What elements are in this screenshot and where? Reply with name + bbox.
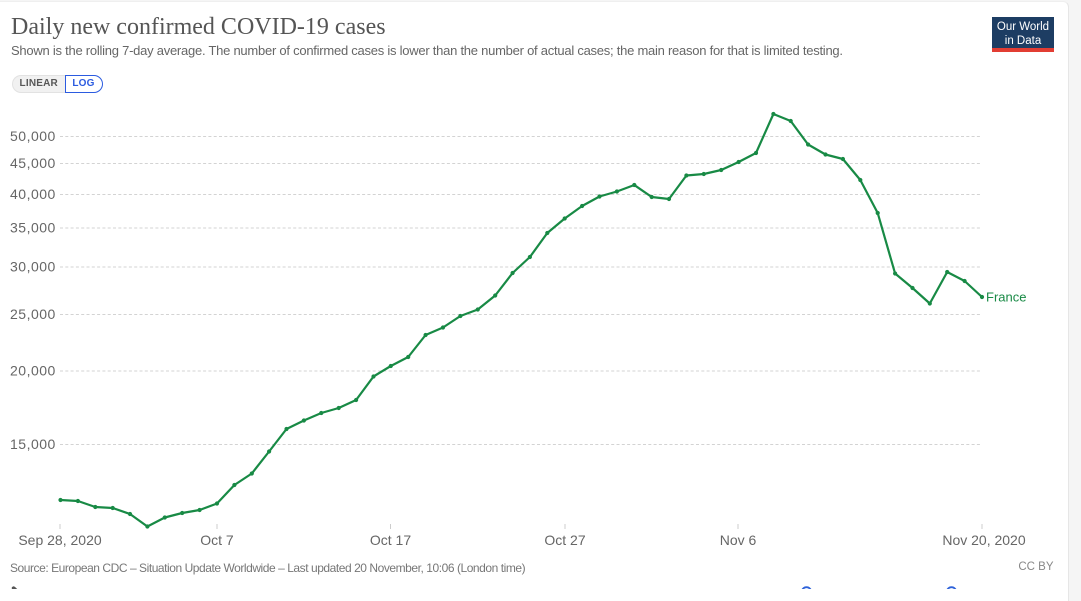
svg-text:Oct 7: Oct 7: [200, 532, 234, 548]
svg-text:25,000: 25,000: [10, 306, 56, 322]
svg-text:45,000: 45,000: [10, 155, 56, 171]
svg-text:15,000: 15,000: [10, 436, 56, 452]
svg-text:Nov 6: Nov 6: [720, 532, 757, 548]
svg-text:Nov 20, 2020: Nov 20, 2020: [942, 532, 1025, 548]
svg-text:Oct 27: Oct 27: [544, 532, 585, 548]
svg-text:Sep 28, 2020: Sep 28, 2020: [18, 532, 102, 548]
svg-text:35,000: 35,000: [10, 220, 56, 236]
svg-text:France: France: [986, 290, 1026, 305]
svg-text:Oct 17: Oct 17: [370, 532, 411, 548]
svg-text:40,000: 40,000: [10, 186, 56, 202]
svg-text:50,000: 50,000: [10, 128, 56, 144]
svg-text:30,000: 30,000: [10, 259, 56, 275]
svg-text:20,000: 20,000: [10, 363, 56, 379]
